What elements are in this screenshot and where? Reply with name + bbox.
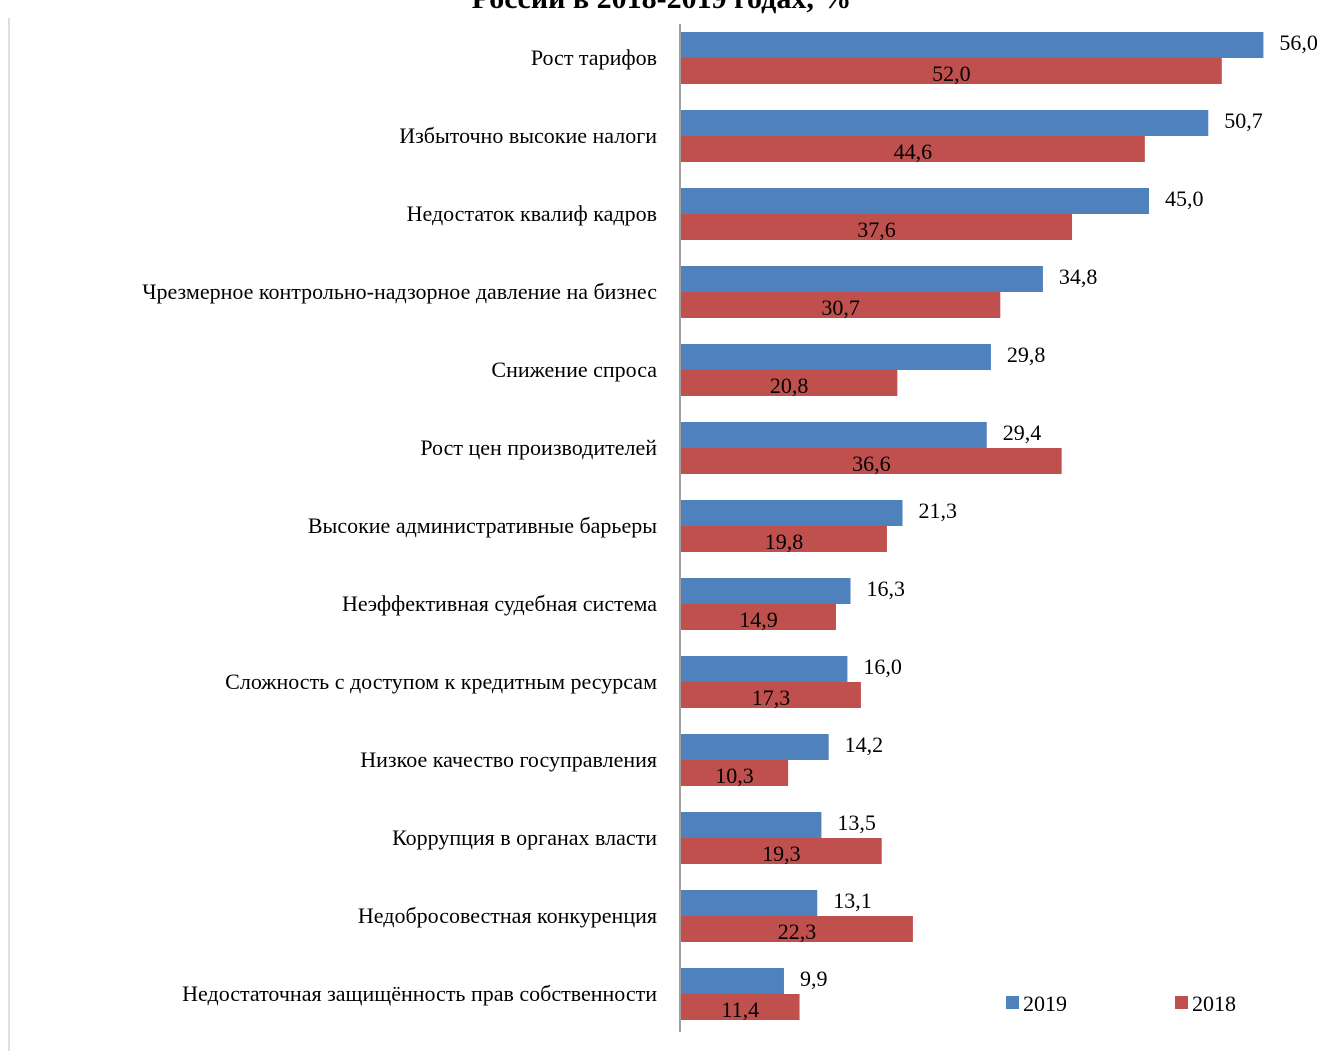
bar-2018-cat-6 (681, 526, 887, 552)
category-label-cat-7: Неэффективная судебная система (342, 591, 657, 616)
bar-2019-cat-12 (681, 968, 784, 994)
bar-2018-cat-2 (681, 214, 1073, 240)
bar-2018-cat-0 (681, 58, 1222, 84)
value-label-2018-cat-11: 22,3 (778, 919, 817, 944)
bar-2019-cat-10 (681, 812, 822, 838)
value-label-2019-cat-4: 29,8 (1007, 342, 1045, 367)
value-label-2019-cat-2: 45,0 (1165, 186, 1204, 211)
value-label-2019-cat-12: 9,9 (800, 966, 828, 991)
bar-2019-cat-2 (681, 188, 1149, 214)
value-label-2019-cat-5: 29,4 (1003, 420, 1042, 445)
bar-2019-cat-4 (681, 344, 991, 370)
bar-2019-cat-1 (681, 110, 1209, 136)
bar-2018-cat-7 (681, 604, 836, 630)
bar-2018-cat-8 (681, 682, 861, 708)
category-label-cat-2: Недостаток квалиф кадров (407, 201, 657, 226)
bar-2018-cat-3 (681, 292, 1001, 318)
bar-2019-cat-0 (681, 32, 1264, 58)
bar-2018-cat-1 (681, 136, 1145, 162)
category-label-cat-12: Недостаточная защищённость прав собствен… (182, 981, 657, 1006)
value-label-2019-cat-8: 16,0 (863, 654, 902, 679)
bar-2018-cat-5 (681, 448, 1062, 474)
value-label-2019-cat-0: 56,0 (1279, 30, 1318, 55)
value-label-2019-cat-11: 13,1 (833, 888, 872, 913)
bar-2019-cat-6 (681, 500, 903, 526)
legend-label-2019: 2019 (1023, 991, 1067, 1016)
category-label-cat-1: Избыточно высокие налоги (399, 123, 657, 148)
bar-2019-cat-5 (681, 422, 987, 448)
category-label-cat-3: Чрезмерное контрольно-надзорное давление… (142, 279, 657, 304)
bar-2018-cat-11 (681, 916, 913, 942)
category-label-cat-6: Высокие административные барьеры (308, 513, 657, 538)
category-label-cat-5: Рост цен производителей (420, 435, 657, 460)
value-label-2018-cat-2: 37,6 (857, 217, 896, 242)
value-label-2018-cat-0: 52,0 (932, 61, 971, 86)
value-label-2019-cat-9: 14,2 (845, 732, 884, 757)
value-label-2019-cat-10: 13,5 (837, 810, 876, 835)
category-label-cat-11: Недобросовестная конкуренция (358, 903, 657, 928)
bar-2018-cat-10 (681, 838, 882, 864)
bar-2019-cat-11 (681, 890, 818, 916)
value-label-2018-cat-8: 17,3 (752, 685, 791, 710)
category-label-cat-4: Снижение спроса (491, 357, 657, 382)
value-label-2018-cat-1: 44,6 (894, 139, 933, 164)
legend-swatch-2018 (1175, 996, 1188, 1009)
bar-2019-cat-9 (681, 734, 829, 760)
value-label-2018-cat-10: 19,3 (762, 841, 801, 866)
legend-swatch-2019 (1006, 996, 1019, 1009)
bar-2018-cat-12 (681, 994, 800, 1020)
chart-title: России в 2018-2019 годах, % (0, 0, 1323, 16)
bars-layer (681, 32, 1264, 1020)
value-label-2019-cat-7: 16,3 (867, 576, 906, 601)
bar-2018-cat-4 (681, 370, 898, 396)
value-label-2018-cat-12: 11,4 (721, 997, 759, 1022)
bar-2019-cat-7 (681, 578, 851, 604)
value-label-2019-cat-6: 21,3 (919, 498, 958, 523)
value-label-2018-cat-5: 36,6 (852, 451, 891, 476)
value-label-2018-cat-9: 10,3 (715, 763, 754, 788)
legend: 2019 2018 (1006, 991, 1236, 1016)
category-label-cat-0: Рост тарифов (531, 45, 657, 70)
labels-layer: Рост тарифов 56,0 52,0 Избыточно высокие на… (142, 30, 1318, 1022)
value-label-2019-cat-1: 50,7 (1224, 108, 1263, 133)
bar-2018-cat-9 (681, 760, 789, 786)
value-label-2018-cat-7: 14,9 (739, 607, 778, 632)
value-label-2018-cat-4: 20,8 (770, 373, 809, 398)
value-label-2018-cat-3: 30,7 (821, 295, 860, 320)
category-label-cat-9: Низкое качество госуправления (360, 747, 657, 772)
bar-2019-cat-8 (681, 656, 848, 682)
legend-label-2018: 2018 (1192, 991, 1236, 1016)
category-label-cat-8: Сложность с доступом к кредитным ресурса… (225, 669, 657, 694)
value-label-2019-cat-3: 34,8 (1059, 264, 1098, 289)
category-label-cat-10: Коррупция в органах власти (392, 825, 657, 850)
value-label-2018-cat-6: 19,8 (765, 529, 804, 554)
bar-2019-cat-3 (681, 266, 1043, 292)
